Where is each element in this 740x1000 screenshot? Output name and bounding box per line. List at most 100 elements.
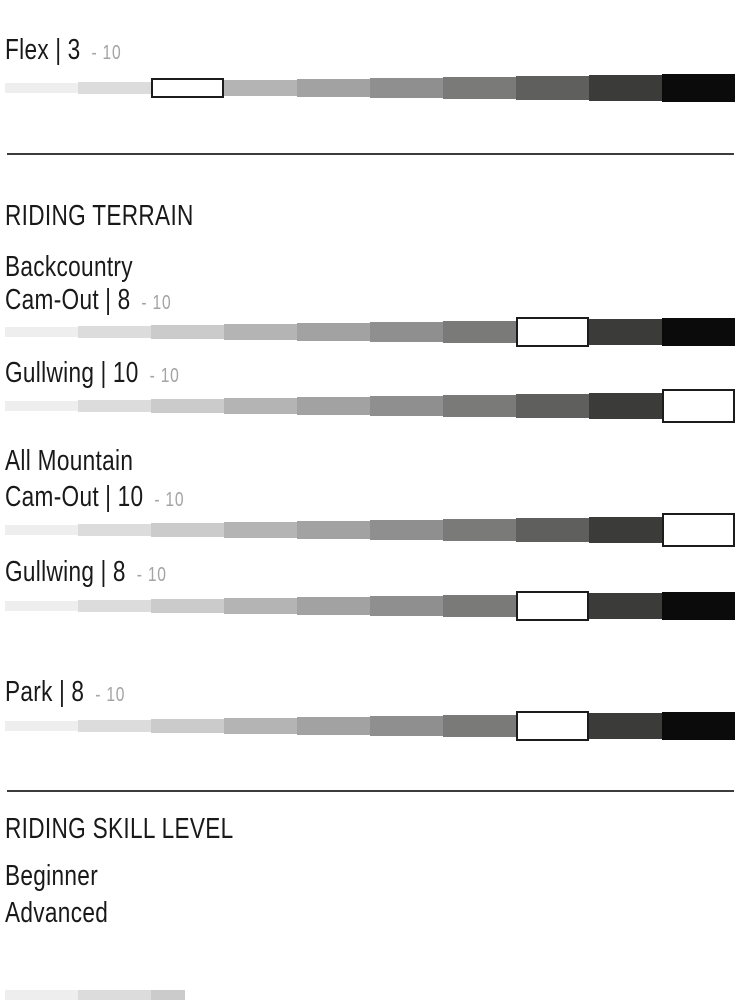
- backcountry-camout-label: Cam-Out | 8 - 10: [5, 284, 218, 320]
- bar-segment: [5, 721, 78, 731]
- bar-segment: [662, 74, 735, 102]
- bar-segment: [370, 520, 443, 540]
- bar-segment-selected: [516, 591, 589, 621]
- rating-bar-partial-clipped: [5, 990, 185, 1000]
- bar-segment: [151, 990, 185, 1000]
- pipe-separator: |: [105, 284, 112, 316]
- bar-segment: [224, 80, 297, 96]
- bar-segment-selected: [516, 711, 589, 741]
- bar-segment: [443, 715, 516, 737]
- bar-segment: [224, 718, 297, 734]
- bar-segment: [370, 396, 443, 416]
- bar-segment: [5, 401, 78, 411]
- bar-segment: [5, 601, 78, 611]
- rating-bar-flex: [5, 71, 735, 105]
- bar-segment: [516, 76, 589, 100]
- metric-name: Gullwing: [5, 556, 95, 588]
- backcountry-label: Backcountry: [5, 251, 133, 283]
- bar-segment: [224, 522, 297, 538]
- bar-segment: [78, 600, 151, 612]
- bar-segment-selected: [516, 317, 589, 347]
- park-label: Park | 8 - 10: [5, 676, 159, 712]
- bar-segment: [662, 712, 735, 740]
- bar-segment: [224, 324, 297, 340]
- bar-segment: [589, 319, 662, 345]
- all-mountain-label: All Mountain: [5, 445, 134, 477]
- rating-bar-backcountry-gullwing: [5, 389, 735, 423]
- bar-segment: [370, 78, 443, 98]
- bar-segment-selected: [662, 513, 735, 547]
- riding-skill-heading: RIDING SKILL LEVEL: [5, 813, 234, 845]
- bar-segment: [5, 525, 78, 535]
- bar-segment-selected: [151, 78, 224, 98]
- bar-segment: [151, 599, 224, 613]
- backcountry-gullwing-label: Gullwing | 10 - 10: [5, 357, 229, 393]
- bar-segment: [78, 720, 151, 732]
- bar-segment: [443, 519, 516, 541]
- bar-segment: [297, 397, 370, 415]
- metric-value: 10: [117, 481, 144, 513]
- pipe-separator: |: [100, 556, 107, 588]
- bar-segment: [224, 398, 297, 414]
- metric-range: - 10: [141, 292, 172, 314]
- bar-segment: [443, 595, 516, 617]
- bar-segment: [516, 518, 589, 542]
- flex-name: Flex: [5, 34, 49, 66]
- metric-name: Gullwing: [5, 357, 95, 389]
- metric-value: 8: [71, 676, 85, 708]
- all-mountain-gullwing-label: Gullwing | 8 - 10: [5, 556, 212, 592]
- bar-segment: [297, 597, 370, 615]
- metric-name: Park: [5, 676, 53, 708]
- rating-bar-all-mountain-camout: [5, 513, 735, 547]
- rating-bar-park: [5, 709, 735, 743]
- bar-segment: [78, 990, 151, 1000]
- bar-segment: [5, 990, 78, 1000]
- bar-segment: [5, 83, 78, 93]
- pipe-separator: |: [100, 357, 107, 389]
- pipe-separator: |: [105, 481, 112, 513]
- rating-bar-all-mountain-gullwing: [5, 589, 735, 623]
- metric-range: - 10: [149, 365, 180, 387]
- metric-name: Cam-Out: [5, 284, 99, 316]
- bar-segment: [662, 318, 735, 346]
- bar-segment: [297, 79, 370, 97]
- bar-segment: [589, 517, 662, 543]
- flex-range: - 10: [91, 42, 122, 64]
- skill-level-beginner: Beginner: [5, 860, 99, 892]
- bar-segment: [5, 327, 78, 337]
- pipe-separator: |: [55, 34, 62, 66]
- bar-segment: [151, 523, 224, 537]
- flex-value: 3: [67, 34, 81, 66]
- section-divider: [7, 153, 734, 155]
- bar-segment: [297, 521, 370, 539]
- bar-segment: [370, 716, 443, 736]
- bar-segment: [78, 82, 151, 94]
- metric-name: Cam-Out: [5, 481, 99, 513]
- bar-segment: [78, 400, 151, 412]
- bar-segment: [589, 593, 662, 619]
- bar-segment: [589, 393, 662, 419]
- bar-segment: [589, 75, 662, 101]
- bar-segment: [443, 321, 516, 343]
- bar-segment: [370, 596, 443, 616]
- metric-range: - 10: [95, 684, 126, 706]
- bar-segment: [589, 713, 662, 739]
- all-mountain-camout-label: Cam-Out | 10 - 10: [5, 481, 235, 517]
- bar-segment: [443, 395, 516, 417]
- bar-segment: [297, 323, 370, 341]
- bar-segment: [151, 719, 224, 733]
- bar-segment-selected: [662, 389, 735, 423]
- metric-value: 8: [112, 556, 126, 588]
- bar-segment: [151, 325, 224, 339]
- bar-segment: [516, 394, 589, 418]
- bar-segment: [78, 326, 151, 338]
- bar-segment: [297, 717, 370, 735]
- bar-segment: [78, 524, 151, 536]
- metric-value: 8: [117, 284, 131, 316]
- metric-range: - 10: [136, 564, 167, 586]
- bar-segment: [443, 77, 516, 99]
- bar-segment: [662, 592, 735, 620]
- bar-segment: [224, 598, 297, 614]
- section-divider: [7, 790, 734, 792]
